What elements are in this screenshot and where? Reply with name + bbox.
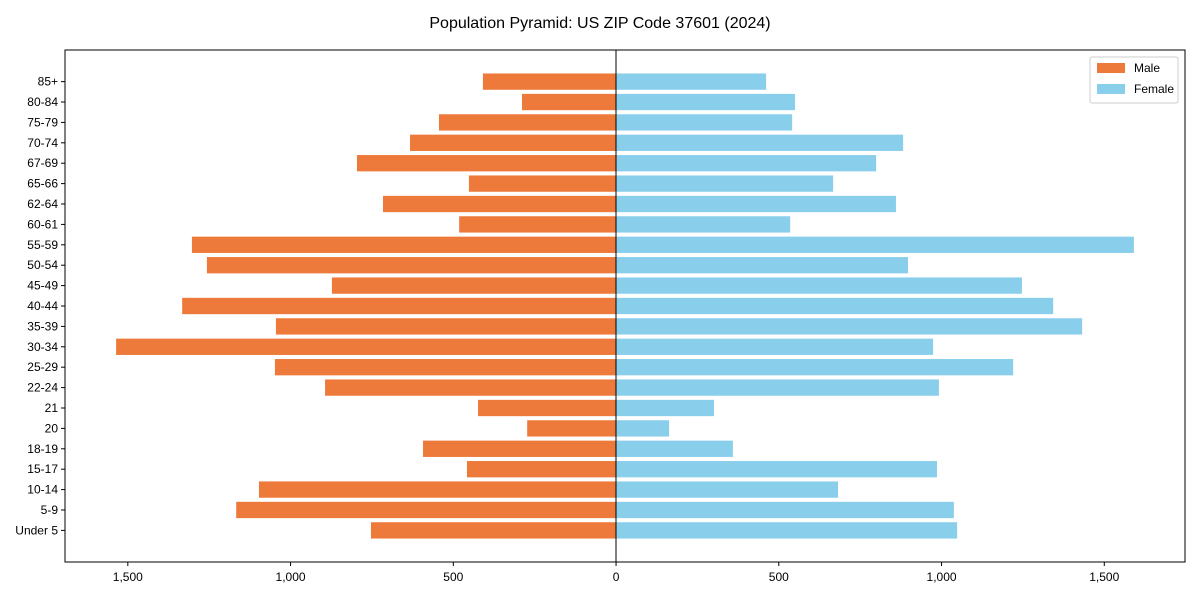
bar-female-67-69 [616,155,877,172]
bar-female-Under 5 [616,522,958,539]
ytick-label: 40-44 [27,299,58,313]
bar-male-45-49 [331,277,617,294]
legend-label-female: Female [1134,82,1174,96]
bar-female-62-64 [616,195,896,213]
xtick-label: 1,500 [113,570,143,584]
bar-female-85+ [616,73,767,90]
ytick-label: 62-64 [27,197,58,211]
ytick-label: 85+ [38,75,58,89]
plot-frame [64,49,1186,563]
bar-male-20 [527,420,617,437]
bar-female-40-44 [616,297,1054,315]
ytick-label: 35-39 [27,319,58,333]
chart-title: Population Pyramid: US ZIP Code 37601 (2… [429,15,770,32]
bar-male-15-17 [466,461,617,478]
xtick-label: 1,000 [276,570,306,584]
bar-female-75-79 [616,114,793,131]
ytick-label: 20 [45,421,59,435]
bar-male-67-69 [356,155,617,172]
bar-male-18-19 [423,440,617,457]
ytick-label: 10-14 [27,483,58,497]
ytick-label: 55-59 [27,238,58,252]
ytick-label: 21 [45,401,59,415]
bar-female-70-74 [616,134,904,151]
xtick-label: 0 [613,570,620,584]
ytick-label: 18-19 [27,442,58,456]
legend-swatch-male [1097,63,1125,73]
bar-female-22-24 [616,379,939,396]
ytick-label: 65-66 [27,177,58,191]
bar-female-50-54 [616,257,909,274]
bar-female-30-34 [616,338,934,355]
bar-female-55-59 [616,236,1134,253]
ytick-label: 15-17 [27,462,58,476]
bar-female-5-9 [616,501,954,519]
xtick-label: 500 [443,570,463,584]
bar-female-60-61 [616,216,791,233]
bar-male-80-84 [521,93,617,111]
xtick-label: 1,000 [927,570,957,584]
ytick-label: 75-79 [27,115,58,129]
ytick-label: 5-9 [41,503,59,517]
ytick-label: 60-61 [27,217,58,231]
ytick-label: 67-69 [27,156,58,170]
bar-female-25-29 [616,359,1014,376]
ytick-label: 45-49 [27,279,58,293]
ytick-label: 30-34 [27,340,58,354]
bar-male-10-14 [258,481,617,498]
bar-male-75-79 [438,114,617,131]
bar-male-60-61 [459,216,617,233]
ytick-label: Under 5 [15,523,58,537]
bar-female-18-19 [616,440,733,457]
ytick-label: 25-29 [27,360,58,374]
bar-male-22-24 [325,379,617,396]
bar-male-40-44 [182,297,617,315]
bar-female-20 [616,420,670,437]
bar-female-65-66 [616,175,834,192]
bar-female-80-84 [616,93,796,111]
xtick-label: 500 [769,570,789,584]
xtick-label: 1,500 [1089,570,1119,584]
bar-female-15-17 [616,461,937,478]
ytick-label: 80-84 [27,95,58,109]
bar-male-85+ [482,73,617,90]
bar-female-10-14 [616,481,839,498]
bar-male-70-74 [410,134,617,151]
bar-male-55-59 [191,236,617,253]
ytick-label: 70-74 [27,136,58,150]
legend: Male Female [1089,56,1179,104]
legend-label-male: Male [1134,61,1160,75]
legend-swatch-female [1097,84,1125,94]
bar-male-25-29 [274,359,617,376]
bar-male-5-9 [236,501,617,519]
bar-male-21 [478,399,617,417]
bar-male-65-66 [468,175,617,192]
ytick-label: 22-24 [27,381,58,395]
bar-male-35-39 [275,318,617,335]
bar-female-35-39 [616,318,1083,335]
ytick-label: 50-54 [27,258,58,272]
bar-male-62-64 [383,195,617,213]
bar-female-45-49 [616,277,1022,294]
bar-male-30-34 [116,338,617,355]
bar-male-50-54 [206,257,617,274]
bar-male-Under 5 [370,522,617,539]
bar-female-21 [616,399,715,417]
